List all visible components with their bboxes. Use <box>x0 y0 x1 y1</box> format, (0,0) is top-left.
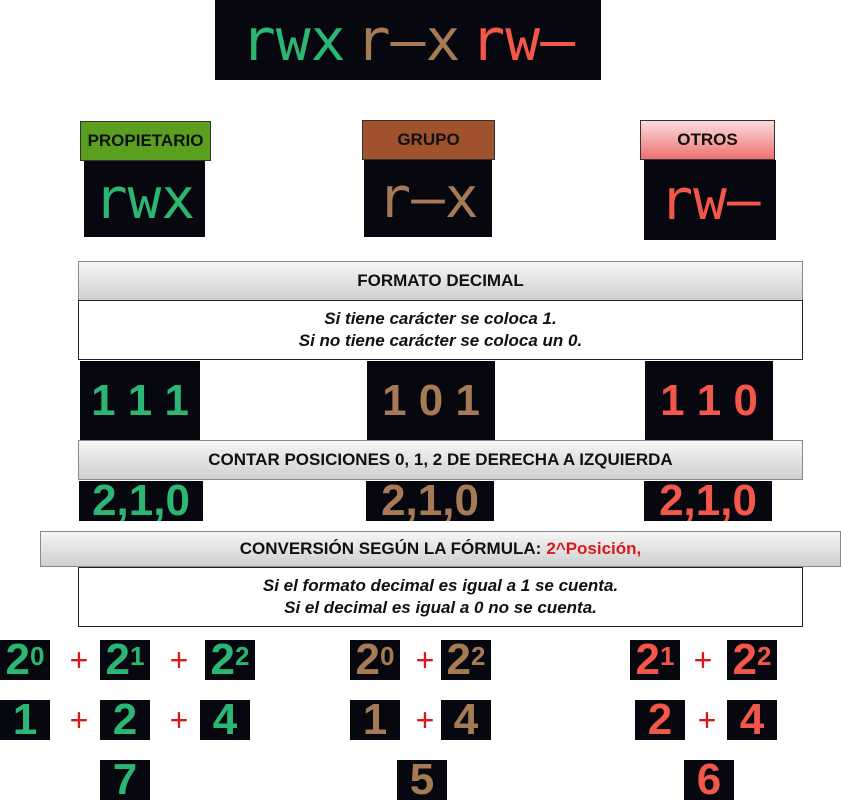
decimal-format-title: FORMATO DECIMAL <box>78 261 803 301</box>
plus-sign: + <box>693 641 713 678</box>
power-base: 2 <box>355 635 380 684</box>
decimal-note-line-1: Si tiene carácter se coloca 1. <box>324 309 557 328</box>
others-binary: 1 1 0 <box>645 361 773 440</box>
group-total: 5 <box>397 758 447 802</box>
power-exponent: 0 <box>380 641 395 671</box>
group-binary: 1 0 1 <box>367 361 495 440</box>
conversion-title: CONVERSIÓN SEGÚN LA FÓRMULA: 2^Posición, <box>40 531 841 567</box>
plus-sign: + <box>415 701 435 738</box>
plus-sign: + <box>415 641 435 678</box>
power-exponent: 2 <box>235 641 250 671</box>
group-perm: r—x <box>364 160 492 237</box>
banner-owner-perm: rwx <box>240 6 346 74</box>
owner-positions: 2,1,0 <box>79 481 203 521</box>
others-value-1: 4 <box>727 698 777 742</box>
power-exponent: 2 <box>757 641 772 671</box>
plus-sign: + <box>69 701 89 738</box>
conversion-note-line-1: Si el formato decimal es igual a 1 se cu… <box>262 576 619 595</box>
conversion-formula: 2^Posición, <box>546 539 642 558</box>
owner-perm: rwx <box>84 161 205 237</box>
conversion-title-text: CONVERSIÓN SEGÚN LA FÓRMULA: <box>239 539 542 558</box>
banner-others-perm: rw— <box>470 6 576 74</box>
owner-binary: 1 1 1 <box>80 361 200 440</box>
power-base: 2 <box>732 635 757 684</box>
power-exponent: 1 <box>660 641 675 671</box>
owner-value-2: 4 <box>200 698 250 742</box>
decimal-format-note: Si tiene carácter se coloca 1. Si no tie… <box>78 300 803 360</box>
power-base: 2 <box>5 635 30 684</box>
others-total: 6 <box>684 758 734 802</box>
others-perm: rw— <box>644 160 776 240</box>
owner-value-0: 1 <box>0 698 50 742</box>
plus-sign: + <box>169 641 189 678</box>
group-value-1: 4 <box>441 698 491 742</box>
plus-sign: + <box>169 701 189 738</box>
owner-label: PROPIETARIO <box>80 121 211 161</box>
plus-sign: + <box>69 641 89 678</box>
banner-group-perm: r—x <box>355 6 461 74</box>
power-base: 2 <box>446 635 471 684</box>
owner-total: 7 <box>100 758 150 802</box>
group-value-0: 1 <box>350 698 400 742</box>
power-exponent: 1 <box>130 641 145 671</box>
power-exponent: 0 <box>30 641 45 671</box>
power-exponent: 2 <box>471 641 486 671</box>
plus-sign: + <box>697 701 717 738</box>
positions-title: CONTAR POSICIONES 0, 1, 2 DE DERECHA A I… <box>78 440 803 480</box>
decimal-note-line-2: Si no tiene carácter se coloca un 0. <box>298 331 583 350</box>
power-base: 2 <box>635 635 660 684</box>
power-base: 2 <box>210 635 235 684</box>
group-label: GRUPO <box>362 120 495 160</box>
others-positions: 2,1,0 <box>644 481 772 521</box>
conversion-note-line-2: Si el decimal es igual a 0 no se cuenta. <box>284 598 597 617</box>
others-label: OTROS <box>640 120 775 160</box>
permission-banner: rwx r—x rw— <box>215 0 601 80</box>
group-positions: 2,1,0 <box>366 481 494 521</box>
power-base: 2 <box>105 635 130 684</box>
others-value-0: 2 <box>635 698 685 742</box>
conversion-note: Si el formato decimal es igual a 1 se cu… <box>78 567 803 627</box>
owner-value-1: 2 <box>100 698 150 742</box>
